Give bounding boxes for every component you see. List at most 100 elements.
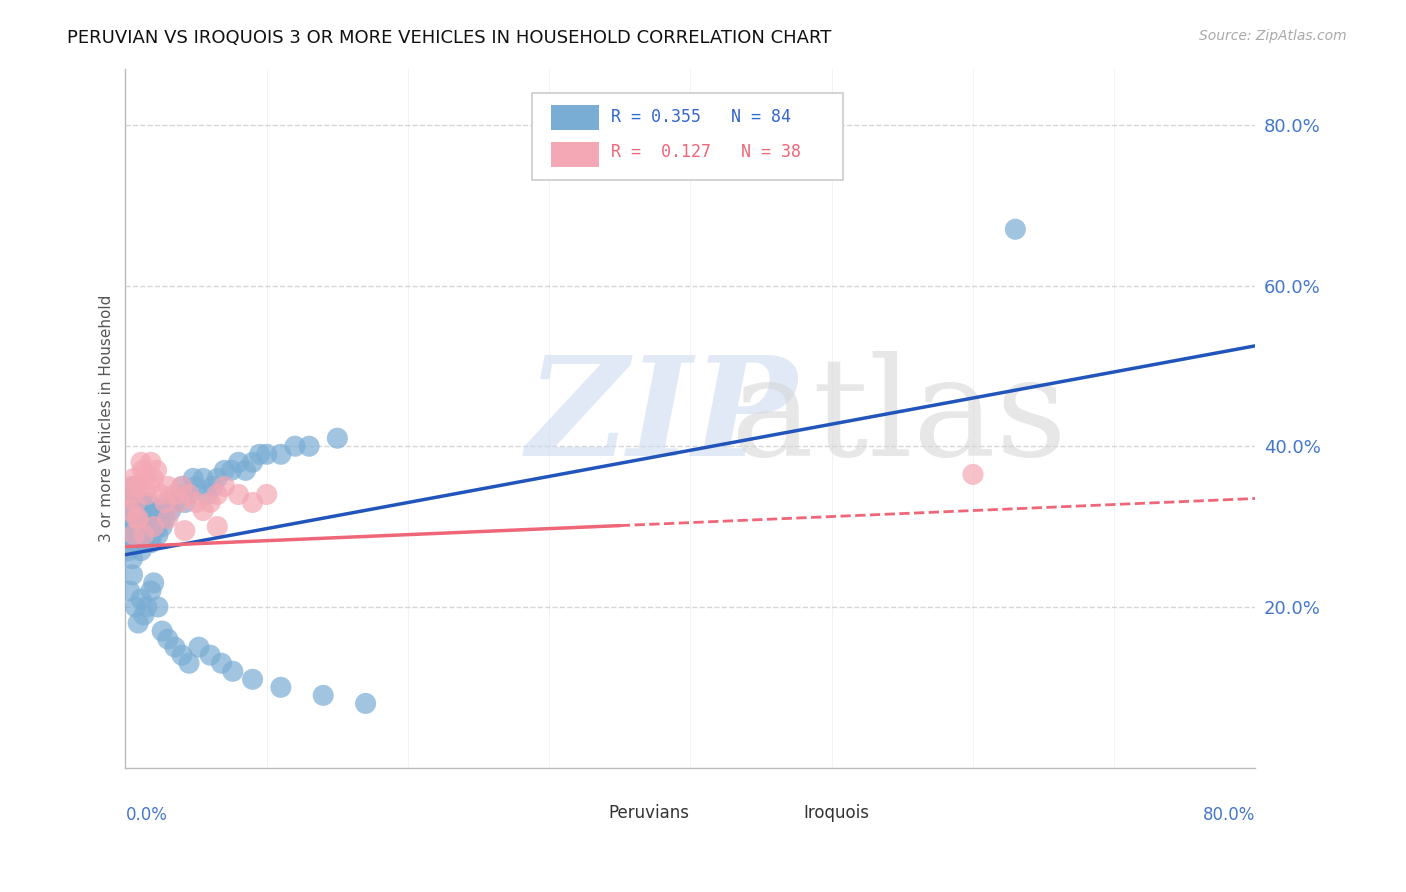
- Point: [128, 511, 150, 525]
- Point: [191, 503, 214, 517]
- Point: [124, 495, 146, 509]
- Text: 80.0%: 80.0%: [1204, 806, 1256, 824]
- Point: [132, 607, 155, 622]
- Point: [222, 665, 245, 679]
- Point: [962, 467, 984, 482]
- Point: [242, 495, 264, 509]
- Text: PERUVIAN VS IROQUOIS 3 OR MORE VEHICLES IN HOUSEHOLD CORRELATION CHART: PERUVIAN VS IROQUOIS 3 OR MORE VEHICLES …: [67, 29, 832, 46]
- Point: [122, 471, 145, 485]
- Point: [207, 487, 229, 501]
- Point: [129, 591, 152, 606]
- Point: [187, 640, 209, 655]
- Point: [249, 447, 271, 461]
- Point: [138, 479, 160, 493]
- Point: [156, 495, 179, 509]
- Point: [214, 463, 236, 477]
- Text: R = 0.355   N = 84: R = 0.355 N = 84: [612, 108, 792, 126]
- Point: [136, 495, 159, 509]
- Point: [354, 697, 377, 711]
- Point: [129, 455, 152, 469]
- Point: [134, 527, 156, 541]
- Point: [145, 519, 167, 533]
- Point: [221, 463, 243, 477]
- Point: [167, 487, 190, 501]
- Point: [156, 632, 179, 647]
- Point: [118, 527, 141, 541]
- Point: [170, 479, 193, 493]
- Point: [132, 535, 155, 549]
- Point: [242, 455, 264, 469]
- Point: [181, 471, 204, 485]
- Point: [170, 479, 193, 493]
- Text: Source: ZipAtlas.com: Source: ZipAtlas.com: [1199, 29, 1347, 43]
- Point: [118, 583, 141, 598]
- Bar: [551, 104, 599, 130]
- Point: [270, 681, 292, 695]
- Point: [214, 479, 236, 493]
- Point: [135, 487, 157, 501]
- Point: [142, 575, 165, 590]
- Point: [228, 455, 250, 469]
- Point: [139, 583, 162, 598]
- Point: [163, 487, 186, 501]
- Point: [141, 527, 163, 541]
- Point: [129, 503, 152, 517]
- FancyBboxPatch shape: [533, 93, 844, 180]
- Point: [177, 487, 200, 501]
- Point: [200, 495, 222, 509]
- Point: [284, 439, 307, 453]
- Point: [139, 535, 162, 549]
- Point: [177, 487, 200, 501]
- Point: [127, 527, 149, 541]
- Point: [139, 455, 162, 469]
- Bar: [561, 801, 598, 825]
- Point: [159, 503, 181, 517]
- Point: [149, 503, 172, 517]
- Point: [121, 479, 143, 493]
- Point: [156, 511, 179, 525]
- Point: [184, 479, 207, 493]
- Point: [121, 551, 143, 566]
- Point: [128, 479, 150, 493]
- Bar: [756, 801, 793, 825]
- Text: ZIP: ZIP: [527, 351, 797, 485]
- Point: [118, 511, 141, 525]
- Point: [207, 519, 229, 533]
- Point: [124, 519, 146, 533]
- Point: [118, 503, 141, 517]
- Point: [138, 519, 160, 533]
- Point: [135, 599, 157, 614]
- Point: [270, 447, 292, 461]
- Point: [207, 471, 229, 485]
- Point: [129, 543, 152, 558]
- Point: [143, 503, 166, 517]
- Point: [117, 543, 139, 558]
- Point: [153, 495, 176, 509]
- Point: [135, 503, 157, 517]
- Point: [124, 503, 146, 517]
- Point: [125, 495, 148, 509]
- Point: [153, 511, 176, 525]
- Point: [1004, 222, 1026, 236]
- Point: [121, 487, 143, 501]
- Point: [228, 487, 250, 501]
- Point: [122, 527, 145, 541]
- Point: [173, 495, 195, 509]
- Text: Iroquois: Iroquois: [803, 805, 869, 822]
- Point: [142, 519, 165, 533]
- Point: [132, 519, 155, 533]
- Point: [167, 495, 190, 509]
- Point: [173, 524, 195, 538]
- Point: [128, 519, 150, 533]
- Point: [170, 648, 193, 663]
- Point: [256, 447, 278, 461]
- Point: [120, 487, 142, 501]
- Point: [156, 479, 179, 493]
- Bar: [551, 142, 599, 167]
- Point: [191, 471, 214, 485]
- Point: [163, 495, 186, 509]
- Point: [200, 648, 222, 663]
- Point: [132, 527, 155, 541]
- Point: [312, 689, 335, 703]
- Point: [184, 495, 207, 509]
